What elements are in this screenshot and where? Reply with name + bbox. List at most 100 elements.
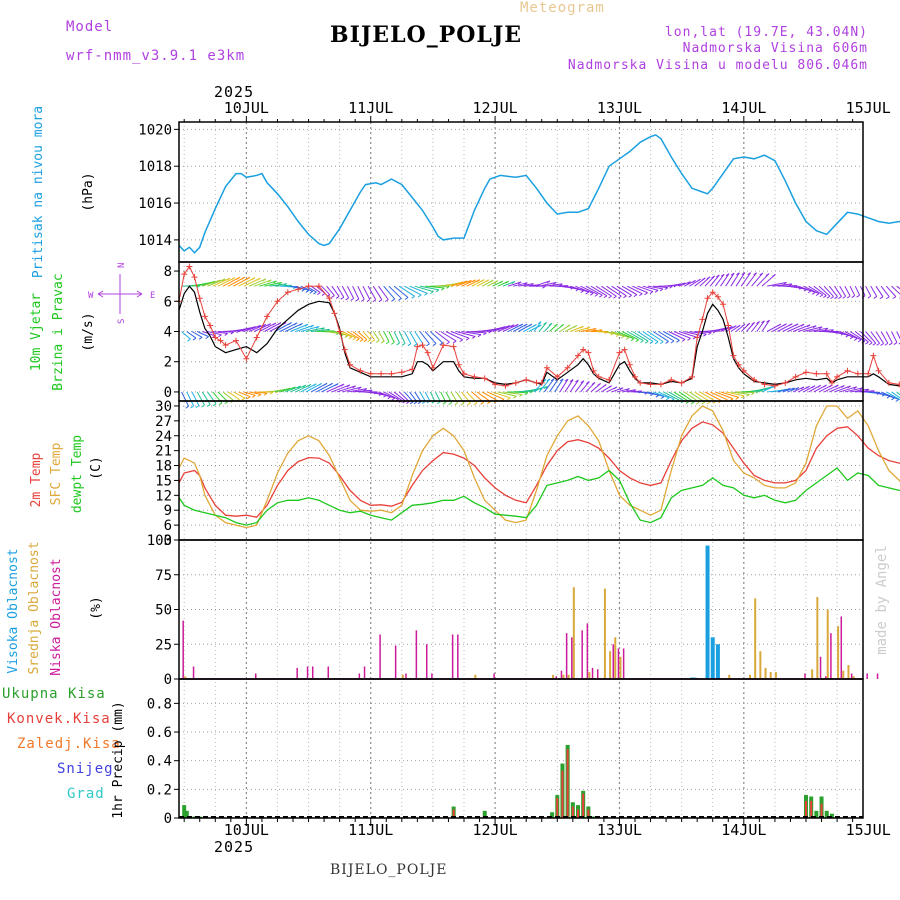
wind-arrow-head [573, 324, 578, 328]
wind-arrow-head [732, 325, 737, 329]
low-cloud-bar [565, 633, 568, 679]
wind-arrow [362, 331, 371, 341]
footer-station: BIJELO_POLJE [330, 862, 448, 878]
wind-arrow [513, 282, 528, 287]
mid-cloud-bar [852, 676, 855, 679]
gust-marker [725, 322, 732, 329]
y-tick-label: 18 [155, 459, 172, 475]
low-cloud-bar [431, 673, 433, 679]
wind-arrow [196, 331, 209, 338]
wind-arrow [424, 391, 431, 402]
wind-arrow [601, 285, 617, 297]
wind-arrow [658, 331, 675, 342]
wind-arrow-head [473, 402, 478, 406]
wind-arrow-head [487, 401, 491, 404]
wind-arrow-head [736, 272, 740, 276]
gust-marker [896, 381, 900, 388]
low-cloud-bar [182, 620, 184, 679]
wind-arrow-head [476, 279, 481, 283]
wind-arrow [714, 273, 725, 287]
wind-arrow-head [524, 392, 529, 396]
wind-arrow [398, 331, 406, 344]
wind-arrow-head [856, 294, 860, 298]
mid-cloud-bar [769, 672, 772, 679]
wind-arrow [487, 326, 506, 332]
wind-arrow-head [187, 338, 191, 342]
wind-arrow-head [205, 336, 209, 340]
wind-arrow [528, 386, 548, 393]
y-tick-label: 3 [164, 533, 172, 549]
wind-arrow [621, 285, 638, 296]
wind-arrow-head [257, 277, 261, 281]
wind-arrow [875, 285, 884, 297]
wind-arrow [196, 391, 205, 406]
wind-arrow [398, 285, 415, 297]
wind-arrow-head [665, 341, 669, 344]
wind-arrow-head [304, 323, 309, 327]
wind-arrow-head [619, 387, 624, 391]
wind-arrow-head [406, 401, 410, 405]
conv-precip-bar [561, 770, 564, 818]
wind-arrow [756, 386, 772, 393]
y-tick-label: 0.4 [147, 754, 172, 770]
mid-cloud-bar [811, 669, 814, 679]
wind-arrow-head [753, 272, 757, 276]
wind-arrow [642, 331, 659, 343]
wind-arrow-head [777, 323, 782, 327]
wind-arrow-head [759, 272, 764, 276]
wind-arrow-head [766, 319, 770, 323]
gust-marker [492, 381, 499, 388]
conv-precip-bar [556, 797, 559, 818]
wind-arrow [201, 391, 211, 405]
wind-arrow-head [307, 383, 312, 387]
wind-arrow-head [599, 294, 603, 298]
wind-arrow-head [385, 341, 390, 345]
wind-arrow [316, 330, 335, 332]
wind-arrow [896, 285, 900, 290]
legend-frozen-precip: Zaledj.Kisa [17, 736, 121, 752]
wind-arrow-head [246, 396, 251, 400]
wind-arrow [507, 281, 522, 287]
wind-arrow-head [660, 396, 665, 399]
wind-arrow [398, 391, 410, 402]
wind-arrow-head [448, 402, 452, 406]
gust-marker [419, 342, 426, 349]
wind-arrow-head [331, 295, 335, 298]
wind-arrow [663, 391, 680, 401]
wind-arrow-head [312, 383, 317, 387]
conv-precip-bar [577, 809, 579, 818]
sfc-temp-line [178, 405, 900, 529]
conv-precip-bar [587, 809, 590, 818]
wind-arrow [855, 390, 875, 393]
wind-arrow-head [628, 294, 632, 298]
low-cloud-bar [296, 667, 298, 679]
gust-marker [647, 381, 654, 388]
wind-arrow-head [575, 379, 579, 383]
mid-cloud-bar [619, 656, 622, 679]
wind-arrow-head [826, 295, 831, 299]
wind-arrow-head [366, 299, 371, 303]
wind-arrow-head [378, 299, 383, 303]
wind-arrow [300, 325, 320, 332]
wind-arrow-head [872, 342, 877, 346]
wind-arrow-head [697, 278, 701, 282]
wind-arrow [849, 285, 856, 296]
wind-arrow [543, 378, 555, 393]
low-cloud-bar [581, 630, 583, 679]
wind-arrow-head [387, 396, 391, 400]
wind-arrow-head [230, 331, 234, 335]
wind-arrow-head [417, 401, 422, 405]
low-cloud-bar [311, 666, 314, 679]
wind-arrow-head [720, 273, 725, 277]
wind-arrow-head [430, 291, 434, 295]
wind-arrow-head [857, 339, 862, 343]
wind-arrow [362, 285, 371, 300]
total-precip-bar [182, 805, 187, 818]
wind-arrow-head [316, 292, 321, 295]
low-cloud-bar [850, 673, 853, 679]
wind-arrow-head [446, 285, 450, 289]
gust-marker [424, 349, 431, 356]
mid-cloud-bar [826, 609, 829, 679]
day-label-top: 14JUL [721, 99, 766, 117]
mid-cloud-bar [774, 672, 777, 679]
